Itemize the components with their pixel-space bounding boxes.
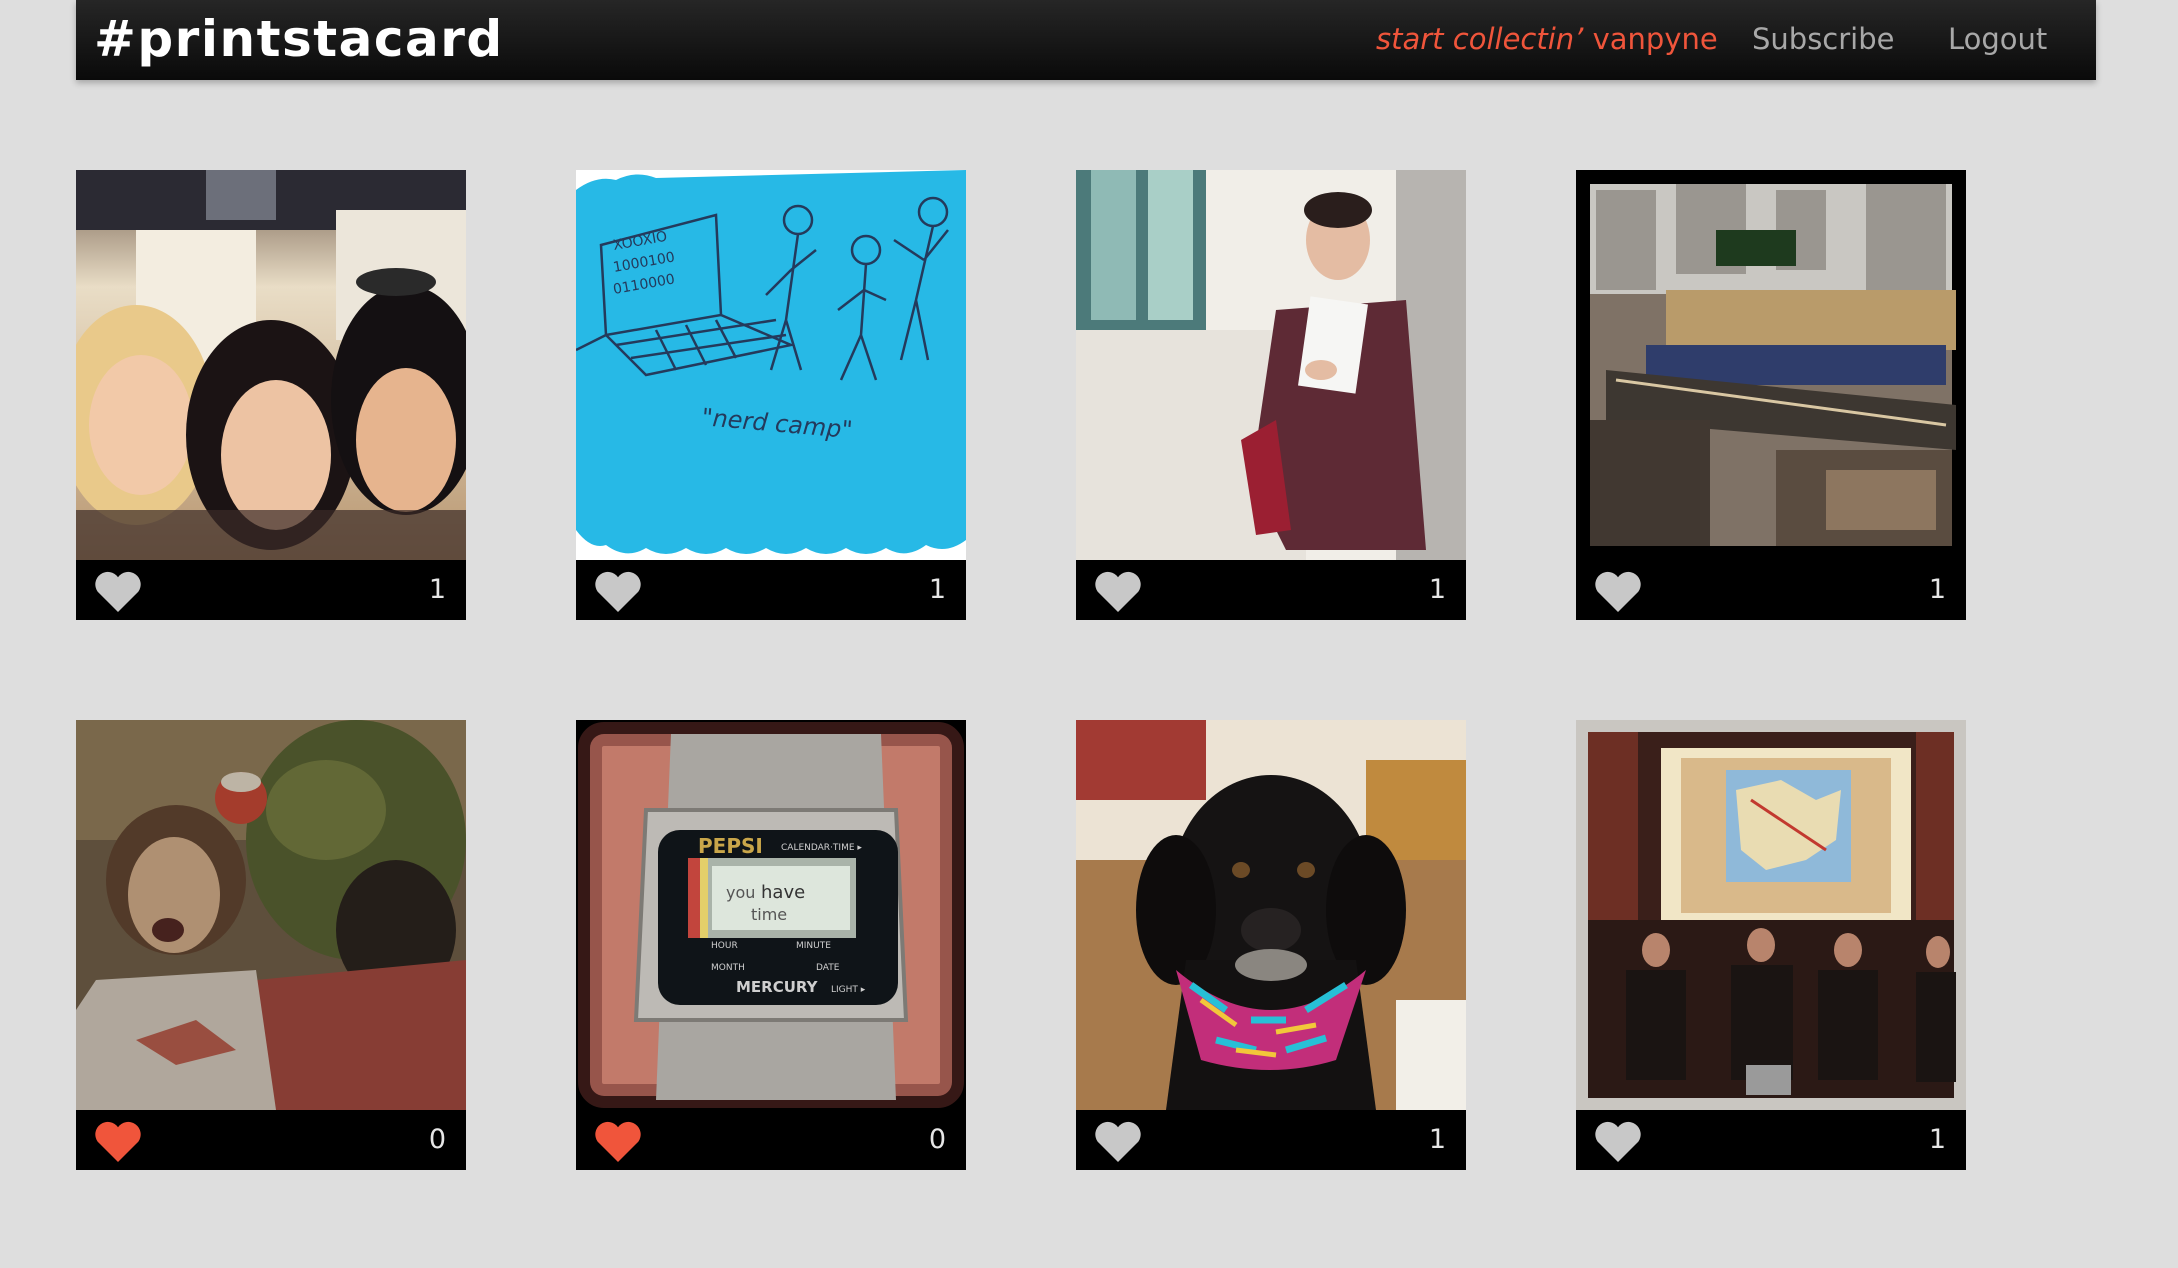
like-count: 1 [1928, 1124, 1946, 1155]
svg-text:MONTH: MONTH [711, 963, 745, 973]
heart-icon[interactable] [1094, 1120, 1142, 1162]
card-footer: 1 [76, 560, 466, 620]
photo-friends-selfie[interactable] [76, 170, 466, 560]
card-footer: 1 [1576, 560, 1966, 620]
card-footer: 1 [576, 560, 966, 620]
svg-text:have: have [761, 882, 805, 903]
svg-text:LIGHT ▸: LIGHT ▸ [831, 985, 866, 995]
photo-pepsi-watch[interactable]: PEPSI CALENDAR·TIME ▸ you have time HOUR… [576, 720, 966, 1110]
subscribe-link[interactable]: Subscribe [1752, 22, 1895, 56]
card-footer: 0 [76, 1110, 466, 1170]
svg-text:CALENDAR·TIME ▸: CALENDAR·TIME ▸ [781, 843, 862, 853]
photo-nerd-camp-drawing[interactable]: XOOXIO 1000100 0110000 "nerd camp" [576, 170, 966, 560]
like-count: 0 [928, 1124, 946, 1155]
brand-logo[interactable]: #printstacard [94, 10, 504, 68]
like-count: 1 [928, 574, 946, 605]
photo-city-rooftop[interactable] [1576, 170, 1966, 560]
promo-text: start collectin’ [1376, 22, 1584, 56]
like-count: 1 [1428, 574, 1446, 605]
heart-icon[interactable] [594, 570, 642, 612]
svg-text:time: time [751, 905, 787, 924]
photo-presentation[interactable] [1576, 720, 1966, 1110]
like-count: 1 [428, 574, 446, 605]
svg-text:you: you [726, 883, 755, 902]
heart-icon[interactable] [94, 570, 142, 612]
card-footer: 1 [1576, 1110, 1966, 1170]
photo-card[interactable]: 1 [1076, 170, 1466, 620]
heart-icon[interactable] [1094, 570, 1142, 612]
heart-icon[interactable] [94, 1120, 142, 1162]
photo-card[interactable]: 1 [1576, 170, 1966, 620]
logout-link[interactable]: Logout [1948, 22, 2048, 56]
photo-black-dog[interactable] [1076, 720, 1466, 1110]
photo-card[interactable]: 1 [1076, 720, 1466, 1170]
heart-icon[interactable] [1594, 570, 1642, 612]
photo-card[interactable]: PEPSI CALENDAR·TIME ▸ you have time HOUR… [576, 720, 966, 1170]
svg-text:PEPSI: PEPSI [698, 834, 763, 858]
photo-card[interactable]: XOOXIO 1000100 0110000 "nerd camp" 1 [576, 170, 966, 620]
like-count: 1 [1428, 1124, 1446, 1155]
heart-icon[interactable] [1594, 1120, 1642, 1162]
username: vanpyne [1592, 22, 1718, 56]
card-footer: 1 [1076, 560, 1466, 620]
heart-icon[interactable] [594, 1120, 642, 1162]
card-footer: 1 [1076, 1110, 1466, 1170]
card-footer: 0 [576, 1110, 966, 1170]
photo-card[interactable]: 1 [1576, 720, 1966, 1170]
photo-card[interactable]: 1 [76, 170, 466, 620]
like-count: 1 [1928, 574, 1946, 605]
photo-holiday-party[interactable] [76, 720, 466, 1110]
svg-text:DATE: DATE [816, 963, 840, 973]
svg-text:MINUTE: MINUTE [796, 941, 831, 951]
svg-text:MERCURY: MERCURY [736, 978, 819, 996]
top-nav-bar: #printstacard start collectin’ vanpyne S… [76, 0, 2096, 80]
photo-woman-blazer[interactable] [1076, 170, 1466, 560]
like-count: 0 [428, 1124, 446, 1155]
start-collecting-link[interactable]: start collectin’ vanpyne [1376, 0, 1718, 80]
photo-card[interactable]: 0 [76, 720, 466, 1170]
svg-text:HOUR: HOUR [711, 941, 738, 951]
